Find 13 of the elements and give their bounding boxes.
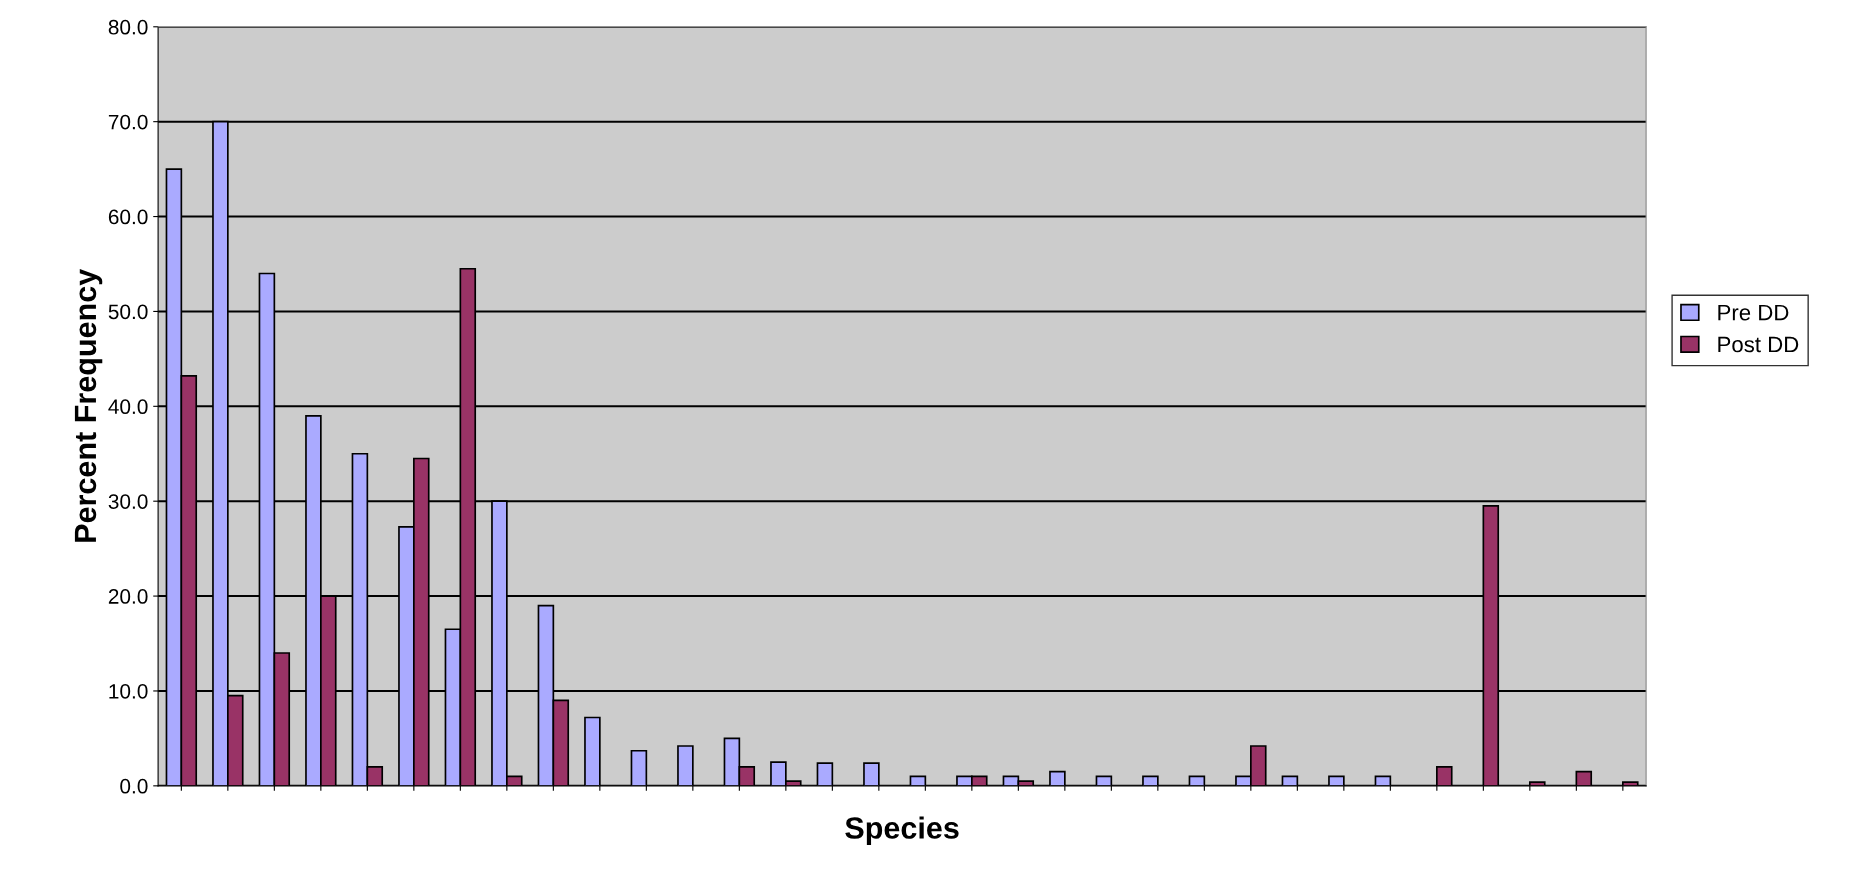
y-tick-label: 70.0: [108, 114, 148, 130]
y-tick-label: 10.0: [109, 683, 148, 699]
y-tick-label: 0.0: [120, 778, 148, 794]
y-tick-label: 40.0: [108, 399, 148, 415]
y-tick-label: 50.0: [108, 304, 148, 320]
y-tick-label: 20.0: [108, 589, 148, 604]
y-axis-title: Percent Frequency: [74, 268, 103, 542]
y-tick-label: 30.0: [108, 494, 148, 509]
y-tick-label: 60.0: [108, 209, 148, 225]
x-axis-title: Species: [845, 816, 959, 845]
legend-label: Post DD: [1718, 336, 1799, 353]
legend-label: Pre DD: [1718, 304, 1789, 321]
y-tick-label: 80.0: [108, 19, 148, 35]
